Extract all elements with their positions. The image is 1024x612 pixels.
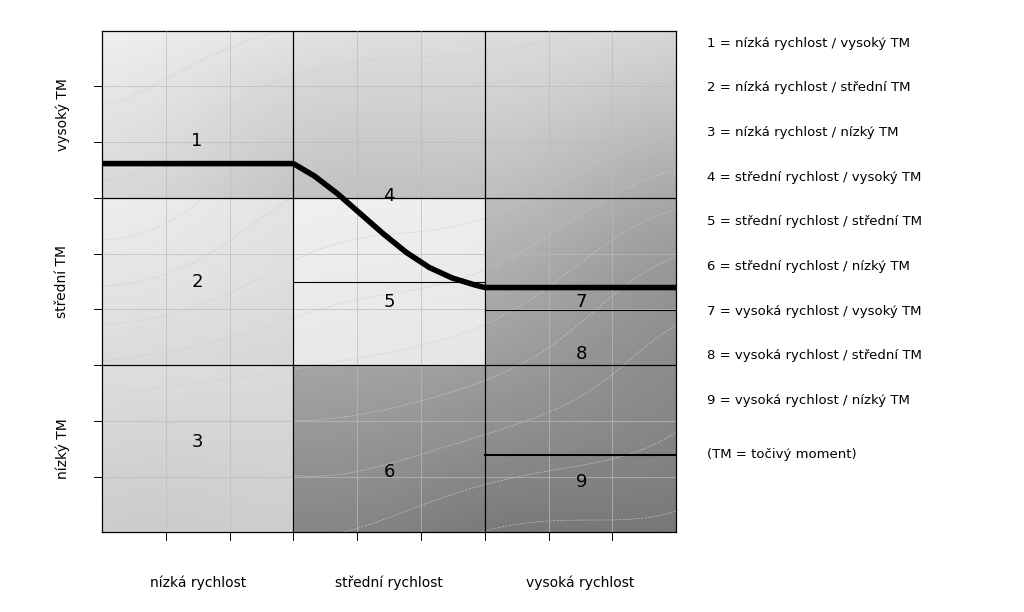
Text: 6 = střední rychlost / nízký TM: 6 = střední rychlost / nízký TM bbox=[707, 260, 909, 273]
Text: 3 = nízká rychlost / nízký TM: 3 = nízká rychlost / nízký TM bbox=[707, 126, 898, 139]
Text: 1: 1 bbox=[191, 132, 203, 150]
Text: střední rychlost: střední rychlost bbox=[335, 575, 443, 589]
Text: 2: 2 bbox=[191, 272, 203, 291]
Text: (TM = točivý moment): (TM = točivý moment) bbox=[707, 448, 856, 461]
Text: 3: 3 bbox=[191, 433, 203, 451]
Text: vysoká rychlost: vysoká rychlost bbox=[526, 575, 635, 589]
Text: 5 = střední rychlost / střední TM: 5 = střední rychlost / střední TM bbox=[707, 215, 922, 228]
Text: 8 = vysoká rychlost / střední TM: 8 = vysoká rychlost / střední TM bbox=[707, 349, 922, 362]
Text: 5: 5 bbox=[383, 293, 395, 311]
Text: 7 = vysoká rychlost / vysoký TM: 7 = vysoká rychlost / vysoký TM bbox=[707, 305, 921, 318]
Text: 4: 4 bbox=[383, 187, 395, 205]
Text: 7: 7 bbox=[575, 293, 587, 311]
Text: 1 = nízká rychlost / vysoký TM: 1 = nízká rychlost / vysoký TM bbox=[707, 37, 909, 50]
Text: nízký TM: nízký TM bbox=[55, 419, 70, 479]
Text: 2 = nízká rychlost / střední TM: 2 = nízká rychlost / střední TM bbox=[707, 81, 910, 94]
Text: 9 = vysoká rychlost / nízký TM: 9 = vysoká rychlost / nízký TM bbox=[707, 394, 909, 407]
Text: 8: 8 bbox=[575, 345, 587, 364]
Text: vysoký TM: vysoký TM bbox=[55, 78, 70, 151]
Text: nízká rychlost: nízká rychlost bbox=[150, 575, 246, 589]
Text: střední TM: střední TM bbox=[55, 245, 70, 318]
Text: 4 = střední rychlost / vysoký TM: 4 = střední rychlost / vysoký TM bbox=[707, 171, 921, 184]
Text: 9: 9 bbox=[575, 473, 587, 491]
Text: 6: 6 bbox=[383, 463, 395, 481]
